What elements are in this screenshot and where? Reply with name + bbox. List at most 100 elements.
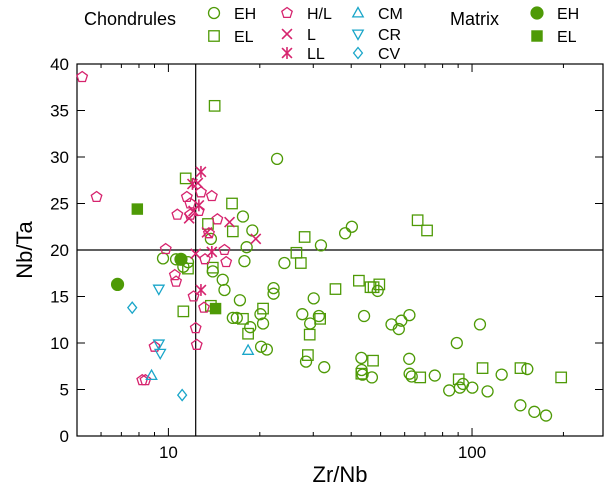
data-point bbox=[131, 203, 144, 215]
data-point bbox=[256, 317, 270, 330]
data-point bbox=[528, 405, 541, 418]
legend-group-matrix: Matrix bbox=[450, 9, 499, 29]
data-point bbox=[182, 262, 194, 275]
data-point bbox=[220, 255, 233, 268]
y-tick-label: 5 bbox=[60, 381, 69, 400]
data-point bbox=[298, 231, 311, 243]
data-point bbox=[216, 273, 229, 286]
data-point bbox=[174, 252, 188, 266]
data-point bbox=[168, 268, 181, 281]
data-point bbox=[76, 70, 89, 83]
data-point bbox=[187, 290, 200, 302]
data-point bbox=[373, 278, 386, 291]
data-point bbox=[190, 248, 202, 260]
data-point bbox=[209, 302, 222, 315]
data-point bbox=[290, 246, 303, 259]
data-point bbox=[495, 368, 508, 381]
legend-marker bbox=[207, 6, 221, 20]
data-point bbox=[236, 210, 250, 223]
data-point bbox=[170, 275, 183, 287]
y-tick-label: 20 bbox=[50, 241, 69, 260]
legend-marker bbox=[351, 6, 365, 18]
data-point bbox=[353, 274, 365, 287]
data-point bbox=[238, 255, 251, 268]
data-point bbox=[365, 371, 379, 384]
data-point bbox=[218, 283, 231, 297]
data-point bbox=[205, 189, 218, 202]
legend-label: CR bbox=[378, 27, 401, 44]
legend-group-chondrules: Chondrules bbox=[84, 9, 176, 29]
data-point bbox=[267, 281, 280, 295]
data-point bbox=[314, 239, 328, 252]
series-matrix-el bbox=[131, 203, 222, 315]
data-point bbox=[240, 241, 253, 254]
legend-marker bbox=[281, 6, 293, 19]
data-point bbox=[539, 409, 553, 422]
series-chondrules-h-l bbox=[76, 70, 233, 386]
series-chondrules-cr bbox=[152, 284, 167, 361]
y-tick-label: 40 bbox=[50, 55, 69, 74]
data-points bbox=[76, 70, 568, 422]
legend-item: CR bbox=[351, 27, 401, 44]
data-point bbox=[176, 388, 188, 402]
data-point bbox=[242, 327, 254, 340]
data-point bbox=[189, 321, 202, 334]
y-tick-label: 25 bbox=[50, 195, 69, 214]
data-point bbox=[403, 352, 416, 365]
data-point bbox=[514, 362, 527, 374]
data-point bbox=[195, 165, 207, 178]
data-point bbox=[338, 227, 352, 240]
data-point bbox=[110, 277, 125, 292]
data-point bbox=[414, 371, 427, 384]
data-point bbox=[395, 314, 408, 327]
data-point bbox=[126, 301, 138, 315]
data-point bbox=[224, 216, 236, 228]
data-point bbox=[318, 361, 331, 374]
data-point bbox=[270, 152, 284, 166]
data-point bbox=[294, 257, 307, 269]
data-point bbox=[355, 351, 368, 365]
data-point bbox=[355, 367, 368, 380]
legend-item: CV bbox=[352, 46, 401, 63]
data-point bbox=[198, 301, 210, 313]
data-point bbox=[392, 322, 405, 336]
legend-label: EL bbox=[234, 29, 254, 46]
data-point bbox=[303, 328, 316, 341]
legend-label: L bbox=[307, 27, 316, 44]
legend-marker bbox=[281, 47, 293, 59]
data-point bbox=[139, 373, 152, 386]
data-point bbox=[466, 381, 479, 394]
data-point bbox=[267, 287, 280, 300]
data-point bbox=[159, 242, 172, 255]
legend-marker bbox=[531, 30, 543, 42]
data-point bbox=[244, 321, 257, 334]
legend-label: H/L bbox=[307, 6, 332, 23]
data-point bbox=[250, 233, 262, 245]
x-tick-label: 100 bbox=[458, 443, 486, 462]
legend-label: CM bbox=[378, 6, 403, 23]
legend-label: EH bbox=[557, 6, 579, 23]
data-point bbox=[367, 354, 379, 367]
data-point bbox=[190, 338, 203, 350]
data-point bbox=[329, 283, 342, 295]
data-point bbox=[450, 336, 463, 350]
legend-label: CV bbox=[378, 46, 401, 63]
legend-item: EL bbox=[531, 29, 577, 46]
legend-item: EH bbox=[207, 6, 256, 23]
series-chondrules-l bbox=[183, 177, 262, 260]
data-point bbox=[183, 212, 195, 224]
legend-item: EH bbox=[530, 6, 579, 23]
data-point bbox=[476, 362, 489, 374]
data-point bbox=[453, 381, 467, 394]
data-point bbox=[307, 292, 320, 305]
data-point bbox=[411, 214, 424, 227]
data-point bbox=[257, 302, 269, 315]
legend-label: EL bbox=[557, 29, 577, 46]
series-chondrules-ll bbox=[186, 165, 218, 296]
data-point bbox=[193, 199, 205, 212]
legend-marker bbox=[208, 30, 220, 42]
data-point bbox=[357, 309, 371, 323]
legend-marker bbox=[530, 6, 544, 20]
data-point bbox=[206, 261, 219, 274]
y-tick-label: 0 bbox=[60, 427, 69, 446]
